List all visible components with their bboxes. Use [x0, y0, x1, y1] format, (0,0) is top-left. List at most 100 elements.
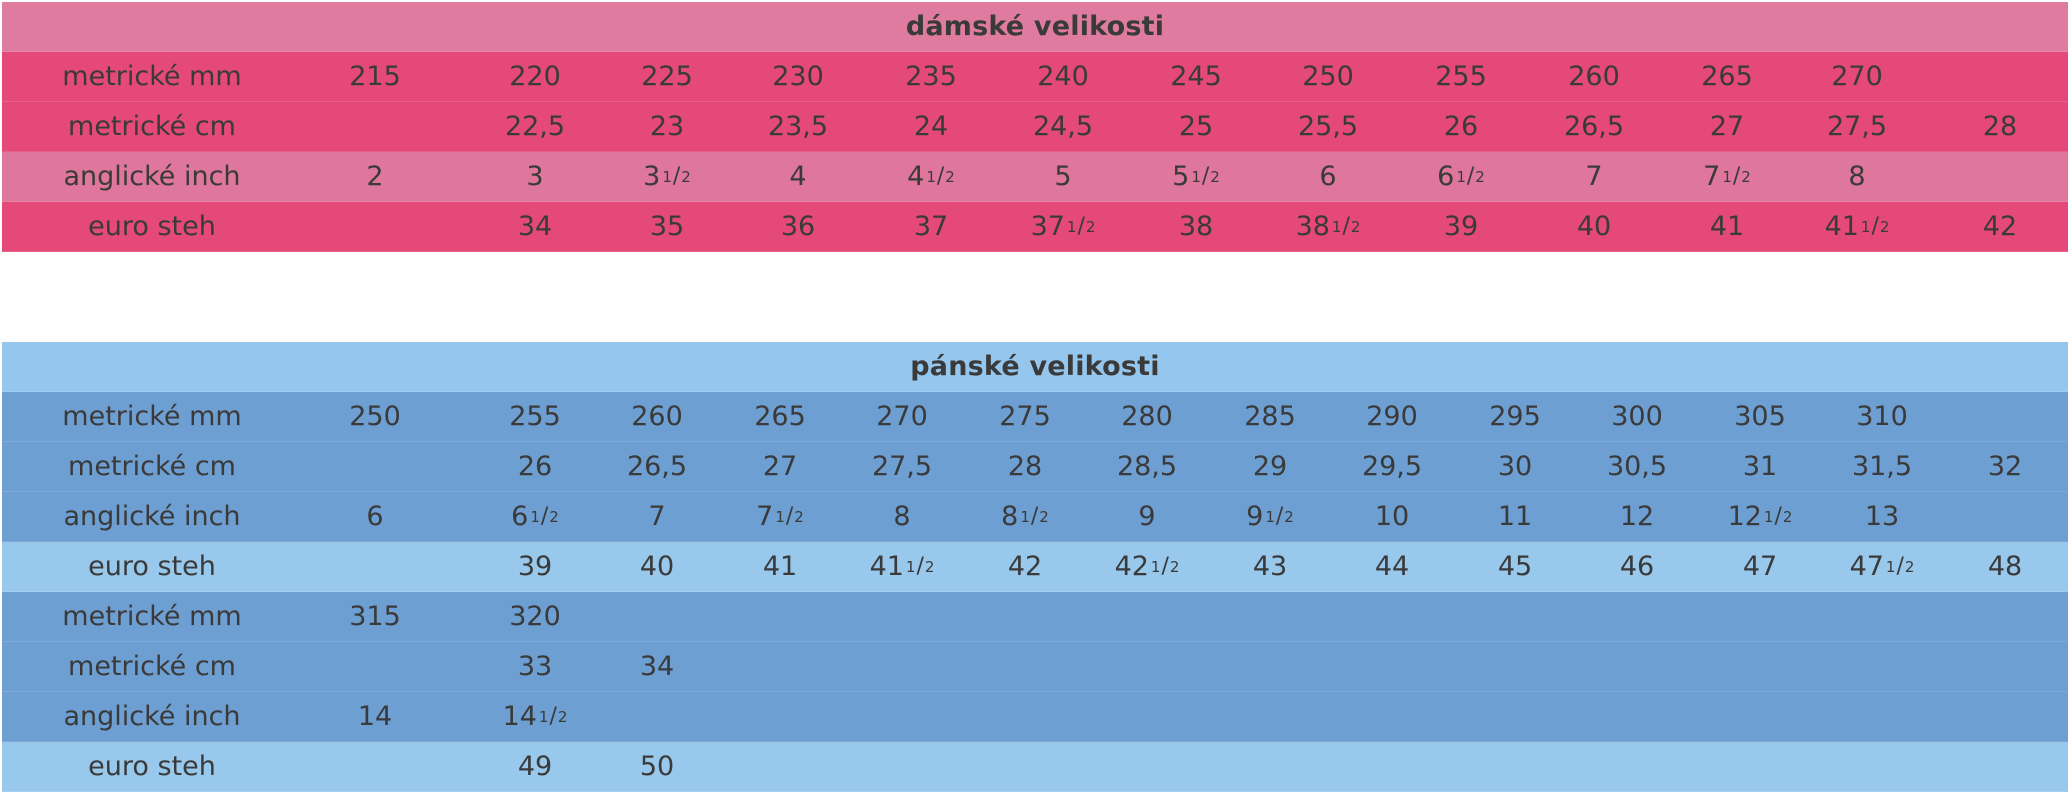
table-row: anglické inch 14 14 1/2	[2, 692, 2068, 742]
row-label: anglické inch	[63, 501, 241, 532]
size-cell: 250	[1302, 61, 1354, 92]
size-cell: 8	[1848, 161, 1866, 192]
size-cell: 305	[1734, 401, 1786, 432]
size-cell: 24,5	[1032, 111, 1094, 142]
table-row: metrické mm 215 220 225 230 235 240 245 250 255 26…	[2, 52, 2068, 102]
size-cell: 41 1/2	[1824, 211, 1890, 242]
size-cell: 6 1/2	[1437, 161, 1485, 192]
table-row: euro steh 39 40 41 41 1/2 42 42 1/2 43 44 45 46 47 47 1…	[2, 542, 2068, 592]
table-row: metrické mm 315 320	[2, 592, 2068, 642]
size-cell: 37	[913, 211, 949, 242]
size-cell: 295	[1489, 401, 1541, 432]
size-cell: 14	[357, 701, 393, 732]
size-cell: 22,5	[504, 111, 566, 142]
size-cell: 7	[648, 501, 666, 532]
size-cell: 255	[509, 401, 561, 432]
men-size-table: pánské velikosti metrické mm 250 255 260 265…	[2, 342, 2068, 792]
table-title: dámské velikosti	[2, 2, 2068, 52]
row-label: metrické cm	[68, 651, 236, 682]
size-cell: 46	[1619, 551, 1655, 582]
size-cell: 38 1/2	[1295, 211, 1361, 242]
size-cell: 220	[509, 61, 561, 92]
size-cell: 39	[1443, 211, 1479, 242]
size-cell: 280	[1121, 401, 1173, 432]
size-cell: 9 1/2	[1246, 501, 1294, 532]
size-cell: 26,5	[626, 451, 688, 482]
size-cell: 8	[893, 501, 911, 532]
size-cell: 9	[1138, 501, 1156, 532]
size-cell: 49	[517, 751, 553, 782]
size-cell: 29,5	[1361, 451, 1423, 482]
row-label: metrické mm	[62, 61, 242, 92]
size-cell: 41 1/2	[869, 551, 935, 582]
row-label: euro steh	[88, 551, 216, 582]
size-cell: 33	[517, 651, 553, 682]
row-label: anglické inch	[63, 161, 241, 192]
size-cell: 260	[631, 401, 683, 432]
size-cell: 27	[762, 451, 798, 482]
size-cell: 260	[1568, 61, 1620, 92]
size-cell: 29	[1252, 451, 1288, 482]
size-cell: 225	[641, 61, 693, 92]
size-cell: 42 1/2	[1114, 551, 1180, 582]
size-cell: 12	[1619, 501, 1655, 532]
size-cell: 34	[517, 211, 553, 242]
size-cell: 40	[1576, 211, 1612, 242]
size-cell: 270	[876, 401, 928, 432]
size-cell: 38	[1178, 211, 1214, 242]
size-cell: 13	[1864, 501, 1900, 532]
size-cell: 6	[1319, 161, 1337, 192]
size-cell: 8 1/2	[1001, 501, 1049, 532]
size-cell: 41	[762, 551, 798, 582]
size-cell: 12 1/2	[1727, 501, 1793, 532]
size-cell: 290	[1366, 401, 1418, 432]
table-row: anglické inch 2 3 3 1/2 4 4 1/2 5 5 1/2 6 6 1/2 7 7 1/2 8	[2, 152, 2068, 202]
women-size-table: dámské velikosti metrické mm 215 220 225 230…	[2, 2, 2068, 252]
table-row: euro steh 49 50	[2, 742, 2068, 792]
size-cell: 4	[789, 161, 807, 192]
size-cell: 235	[905, 61, 957, 92]
women-title: dámské velikosti	[905, 11, 1165, 42]
size-cell: 215	[349, 61, 401, 92]
size-cell: 31,5	[1851, 451, 1913, 482]
size-cell: 7	[1585, 161, 1603, 192]
size-cell: 48	[1987, 551, 2023, 582]
row-label: euro steh	[88, 211, 216, 242]
size-cell: 28,5	[1116, 451, 1178, 482]
size-cell: 36	[780, 211, 816, 242]
size-cell: 27,5	[1826, 111, 1888, 142]
table-row: anglické inch 6 6 1/2 7 7 1/2 8 8 1/2 9 9 1/2 10 11 12 1…	[2, 492, 2068, 542]
size-cell: 31	[1742, 451, 1778, 482]
size-cell: 270	[1831, 61, 1883, 92]
size-cell: 3 1/2	[643, 161, 691, 192]
size-cell: 285	[1244, 401, 1296, 432]
size-cell: 27,5	[871, 451, 933, 482]
size-cell: 240	[1037, 61, 1089, 92]
size-cell: 32	[1987, 451, 2023, 482]
row-label: anglické inch	[63, 701, 241, 732]
size-cell: 28	[1982, 111, 2018, 142]
size-cell: 25,5	[1297, 111, 1359, 142]
size-cell: 25	[1178, 111, 1214, 142]
size-cell: 35	[649, 211, 685, 242]
size-cell: 39	[517, 551, 553, 582]
size-cell: 30,5	[1606, 451, 1668, 482]
size-cell: 4 1/2	[907, 161, 955, 192]
size-cell: 7 1/2	[756, 501, 804, 532]
size-cell: 23,5	[767, 111, 829, 142]
row-label: metrické cm	[68, 451, 236, 482]
size-cell: 28	[1007, 451, 1043, 482]
size-cell: 230	[772, 61, 824, 92]
size-cell: 23	[649, 111, 685, 142]
size-cell: 7 1/2	[1703, 161, 1751, 192]
row-label: metrické cm	[68, 111, 236, 142]
size-cell: 6 1/2	[511, 501, 559, 532]
size-cell: 26	[517, 451, 553, 482]
size-cell: 245	[1170, 61, 1222, 92]
size-cell: 43	[1252, 551, 1288, 582]
size-cell: 30	[1497, 451, 1533, 482]
size-cell: 26	[1443, 111, 1479, 142]
size-cell: 3	[526, 161, 544, 192]
size-cell: 42	[1982, 211, 2018, 242]
table-row: metrické mm 250 255 260 265 270 275 280 285 290 29…	[2, 392, 2068, 442]
